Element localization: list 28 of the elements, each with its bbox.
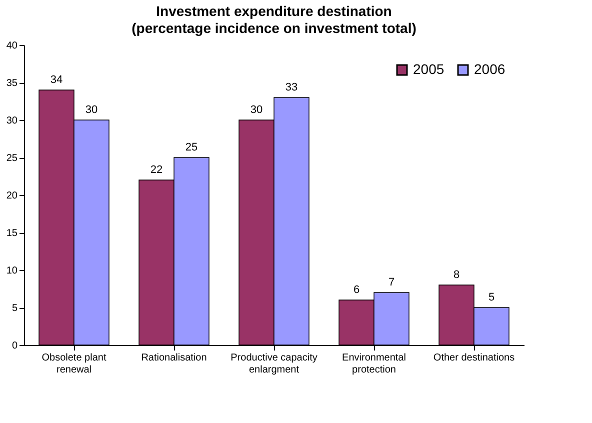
x-tick-label: Environmental protection [342, 352, 406, 376]
legend-label: 2006 [474, 61, 506, 77]
y-tick-label: 40 [6, 40, 18, 52]
data-label: 7 [388, 276, 395, 288]
y-tick-label: 15 [6, 228, 18, 239]
x-tick-label: Rationalisation [141, 352, 207, 364]
data-label: 5 [488, 292, 495, 304]
data-label: 34 [50, 74, 63, 86]
y-tick-label: 25 [6, 153, 18, 164]
data-label: 22 [150, 164, 163, 176]
x-tick-label: Productive capacity enlargment [230, 352, 318, 376]
x-tick-label: Other destinations [433, 352, 515, 364]
data-label: 30 [250, 104, 263, 116]
chart-subtitle: (percentage incidence on investment total) [132, 20, 416, 36]
data-label: 8 [453, 269, 460, 281]
y-tick-label: 35 [6, 78, 18, 89]
chart-title: Investment expenditure destination [156, 3, 392, 19]
legend-label: 2005 [413, 61, 444, 77]
y-tick-label: 0 [12, 340, 18, 352]
y-tick-label: 30 [6, 116, 18, 126]
x-tick-label: Obsolete plant renewal [42, 352, 106, 376]
data-label: 30 [85, 104, 98, 116]
data-label: 25 [185, 142, 198, 154]
y-tick-label: 10 [6, 266, 18, 276]
y-tick-label: 5 [12, 303, 18, 314]
data-label: 6 [353, 284, 360, 296]
data-label: 33 [285, 82, 298, 94]
y-tick-label: 20 [6, 190, 18, 202]
